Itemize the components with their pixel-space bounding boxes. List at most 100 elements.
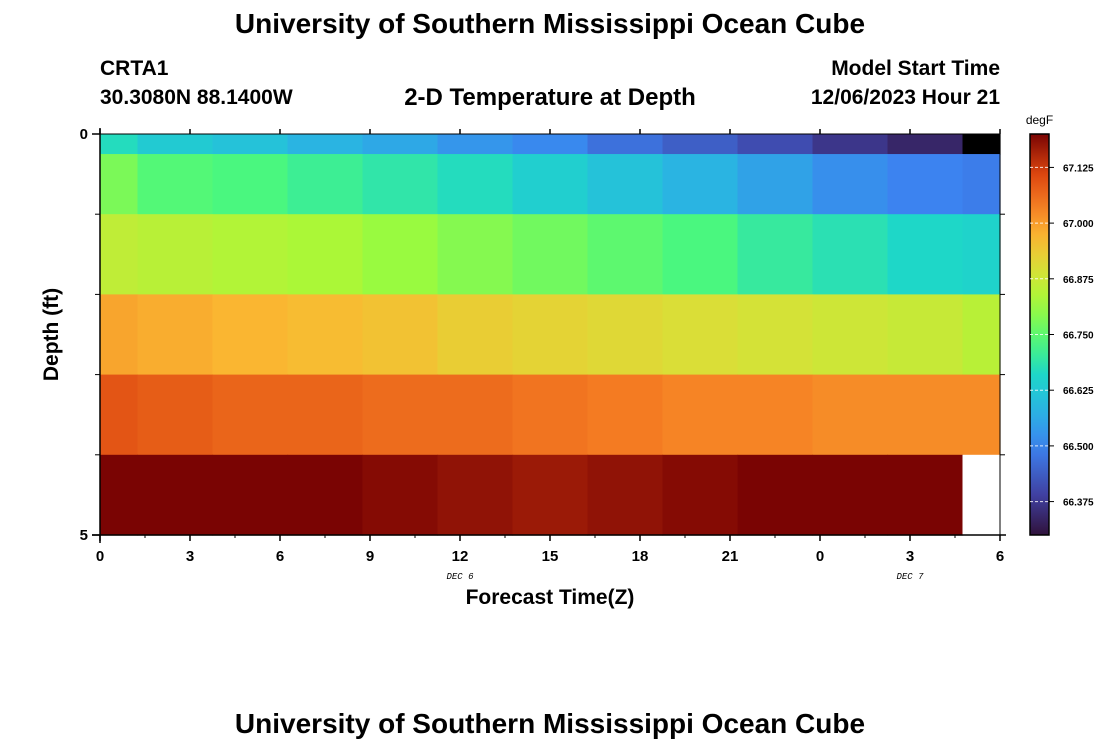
model-start-value: 12/06/2023 Hour 21: [810, 86, 1000, 109]
heatmap-cell: [137, 154, 214, 215]
heatmap-cell: [812, 374, 889, 456]
heatmap-cell: [737, 454, 814, 536]
heatmap-cell: [137, 454, 214, 536]
heatmap-cell: [287, 454, 364, 536]
x-tick-label: 6: [276, 548, 284, 565]
heatmap-cell: [137, 214, 214, 295]
heatmap-cell: [212, 294, 289, 376]
heatmap-cell: [662, 454, 739, 536]
heatmap-cell: [512, 374, 589, 456]
heatmap-cell: [962, 154, 1001, 215]
heatmap-cell: [362, 374, 439, 456]
heatmap-cell: [287, 214, 364, 295]
heatmap-cell: [437, 374, 514, 456]
heatmap-cell: [737, 214, 814, 295]
heatmap-cell: [662, 134, 739, 155]
heatmap-cell: [887, 454, 964, 536]
heatmap-cell: [212, 454, 289, 536]
date-label: DEC 7: [896, 572, 924, 582]
x-tick-label: 15: [542, 548, 559, 565]
heatmap-cell: [812, 154, 889, 215]
heatmap-cell: [137, 374, 214, 456]
x-tick-label: 3: [906, 548, 914, 565]
y-tick-label: 0: [80, 126, 88, 143]
heatmap-cell: [587, 294, 664, 376]
colorbar-tick-label: 67.000: [1063, 219, 1094, 230]
date-label: DEC 6: [446, 572, 474, 582]
heatmap-cell: [587, 134, 664, 155]
heatmap-cell: [512, 154, 589, 215]
x-tick-label: 18: [632, 548, 649, 565]
heatmap-cell: [962, 294, 1001, 376]
heatmap-cell: [962, 454, 1001, 536]
heatmap-cell: [587, 374, 664, 456]
y-axis-title: Depth (ft): [40, 288, 63, 381]
heatmap-cell: [887, 374, 964, 456]
heatmap-cell: [962, 374, 1001, 456]
heatmap-cell: [437, 454, 514, 536]
heatmap-cell: [662, 214, 739, 295]
x-tick-label: 6: [996, 548, 1004, 565]
heatmap-cell: [737, 294, 814, 376]
heatmap-cell: [512, 134, 589, 155]
model-start-label: Model Start Time: [831, 57, 1000, 80]
heatmap-cell: [887, 214, 964, 295]
x-axis-title: Forecast Time(Z): [466, 586, 635, 609]
footer-title: University of Southern Mississippi Ocean…: [234, 708, 866, 739]
heatmap-cell: [100, 214, 139, 295]
heatmap-cell: [362, 134, 439, 155]
heatmap-cell: [287, 374, 364, 456]
x-tick-label: 21: [722, 548, 739, 565]
heatmap-cell: [212, 154, 289, 215]
heatmap-cell: [362, 214, 439, 295]
heatmap-cell: [362, 454, 439, 536]
heatmap-cell: [137, 134, 214, 155]
heatmap-cell: [662, 154, 739, 215]
x-tick-label: 0: [96, 548, 104, 565]
heatmap-cell: [212, 214, 289, 295]
heatmap-cell: [212, 134, 289, 155]
heatmap-cell: [587, 454, 664, 536]
y-tick-label: 5: [80, 527, 88, 544]
heatmap-cell: [962, 214, 1001, 295]
heatmap-cell: [287, 134, 364, 155]
heatmap-cell: [437, 214, 514, 295]
page-title: University of Southern Mississippi Ocean…: [234, 8, 866, 39]
heatmap-cell: [100, 294, 139, 376]
heatmap-cell: [887, 134, 964, 155]
heatmap-cell: [512, 214, 589, 295]
colorbar-tick-label: 66.625: [1063, 386, 1094, 397]
heatmap-cell: [137, 294, 214, 376]
colorbar-tick-label: 66.375: [1063, 498, 1094, 509]
heatmap-cell: [437, 134, 514, 155]
colorbar-tick-label: 66.500: [1063, 442, 1094, 453]
heatmap-cell: [812, 134, 889, 155]
heatmap-cell: [512, 294, 589, 376]
heatmap-cell: [287, 154, 364, 215]
heatmap-cell: [962, 134, 1001, 155]
x-tick-label: 3: [186, 548, 194, 565]
x-tick-label: 12: [452, 548, 469, 565]
heatmap-cell: [362, 154, 439, 215]
heatmap-cell: [812, 294, 889, 376]
heatmap-cell: [212, 374, 289, 456]
colorbar-tick-label: 66.750: [1063, 331, 1094, 342]
heatmap-cell: [587, 214, 664, 295]
x-tick-label: 9: [366, 548, 374, 565]
station-coordinates: 30.3080N 88.1400W: [100, 86, 293, 109]
heatmap-cell: [887, 294, 964, 376]
heatmap-cell: [287, 294, 364, 376]
heatmap-cell: [812, 454, 889, 536]
heatmap-cell: [100, 134, 139, 155]
x-tick-label: 0: [816, 548, 824, 565]
heatmap-cell: [437, 294, 514, 376]
colorbar-tick-label: 66.875: [1063, 275, 1094, 286]
heatmap-cell: [812, 214, 889, 295]
heatmap-cell: [587, 154, 664, 215]
heatmap-cell: [100, 374, 139, 456]
heatmap-cell: [100, 454, 139, 536]
heatmap-cell: [100, 154, 139, 215]
station-id: CRTA1: [100, 57, 169, 80]
colorbar-units: degF: [1026, 113, 1053, 127]
